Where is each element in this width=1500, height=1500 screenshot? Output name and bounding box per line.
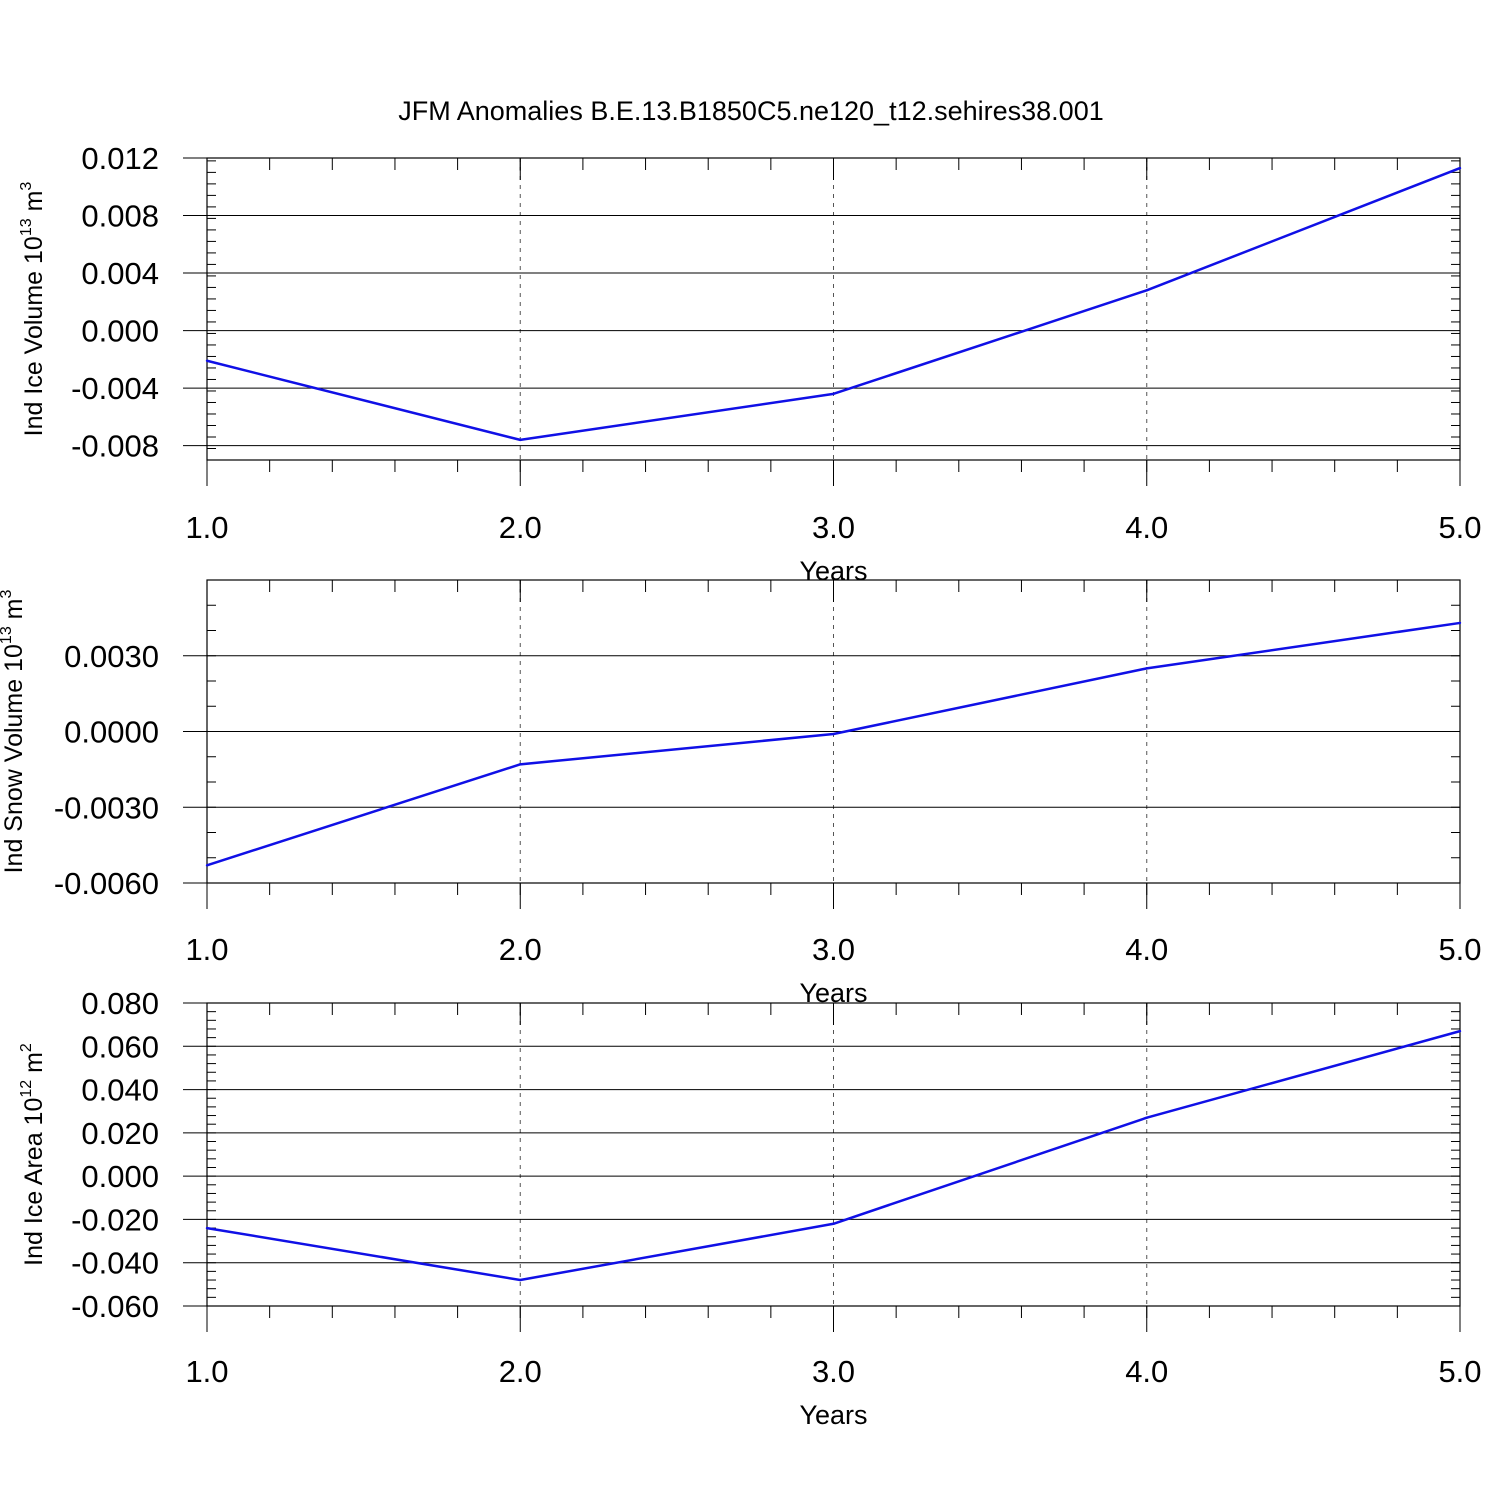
figure-title: JFM Anomalies B.E.13.B1850C5.ne120_t12.s… [398,96,1103,126]
y-tick-label: -0.008 [71,429,159,464]
x-tick-label: 1.0 [185,510,228,545]
y-axis-title-exponent: 13 [18,218,35,236]
x-tick-label: 3.0 [812,1354,855,1389]
y-axis-title: Ind Ice Area 1012 m2 [18,1043,48,1266]
y-tick-label: 0.000 [81,1159,159,1194]
data-point [1458,621,1462,625]
y-axis-title-unit: m [0,599,28,627]
data-point [832,732,835,736]
y-axis-title-exponent: 12 [18,1080,35,1098]
y-axis-title-text: Ind Ice Volume 10 [20,236,48,436]
y-tick-label: -0.0030 [54,790,159,825]
y-tick-label: 0.040 [81,1073,159,1108]
y-axis-title-unit-exponent: 3 [0,590,15,599]
y-tick-label: -0.020 [71,1202,159,1237]
data-point [1145,1116,1148,1119]
data-point [832,392,835,396]
x-tick-label: 2.0 [499,932,542,967]
panel-ice-volume: -0.008 -0.004 0.000 0.004 0.008 0.012 1.0 2.0 3.… [18,141,1482,586]
y-axis-title: Ind Ice Volume 1013 m3 [18,182,48,437]
y-axis-title-unit: m [20,191,48,219]
y-axis-title-unit: m [20,1052,48,1080]
y-tick-label: 0.020 [81,1116,159,1151]
data-point [1458,1029,1462,1033]
y-axis-title-exponent: 13 [0,626,15,644]
x-axis-title: Years [799,1400,867,1430]
y-axis-title-unit-exponent: 3 [18,182,35,191]
panel-ice-area: -0.060 -0.040 -0.020 0.000 0.020 0.040 0.060 0.… [18,986,1482,1430]
y-tick-label: 0.080 [81,986,159,1021]
x-tick-label: 1.0 [185,932,228,967]
y-tick-label: -0.004 [71,371,159,406]
y-tick-label: 0.0000 [64,715,159,750]
y-tick-label: 0.004 [81,256,159,291]
x-tick-label: 5.0 [1438,932,1481,967]
x-tick-label: 5.0 [1438,1354,1481,1389]
y-tick-label: 0.008 [81,199,159,234]
x-tick-label: 2.0 [499,510,542,545]
data-point [205,1226,209,1230]
data-point [1145,289,1148,292]
data-point [519,763,522,766]
y-axis-title: Ind Snow Volume 1013 m3 [0,590,28,874]
y-axis-title-text: Ind Ice Area 10 [20,1098,48,1266]
x-tick-label: 4.0 [1125,932,1168,967]
data-point [1458,166,1462,170]
x-tick-label: 3.0 [812,932,855,967]
x-tick-label: 1.0 [185,1354,228,1389]
y-tick-label: 0.0030 [64,639,159,674]
y-tick-label: 0.000 [81,314,159,349]
y-axis-title-unit-exponent: 2 [18,1043,35,1052]
y-tick-label: -0.060 [71,1289,159,1324]
data-point [519,438,522,442]
y-tick-label: 0.060 [81,1029,159,1064]
x-tick-label: 4.0 [1125,510,1168,545]
data-point [205,864,209,867]
data-point [205,359,209,362]
data-point [1145,667,1148,670]
x-tick-label: 3.0 [812,510,855,545]
x-tick-label: 4.0 [1125,1354,1168,1389]
y-tick-label: 0.012 [81,141,159,176]
panel-snow-volume: -0.0060 -0.0030 0.0000 0.0030 1.0 2.0 3.0 4.0 5.… [0,579,1482,1008]
data-point [519,1278,522,1282]
y-tick-label: -0.040 [71,1246,159,1281]
x-tick-label: 5.0 [1438,510,1481,545]
y-axis-title-text: Ind Snow Volume 10 [0,644,28,873]
y-tick-label: -0.0060 [54,866,159,901]
data-point [832,1222,835,1225]
x-tick-label: 2.0 [499,1354,542,1389]
